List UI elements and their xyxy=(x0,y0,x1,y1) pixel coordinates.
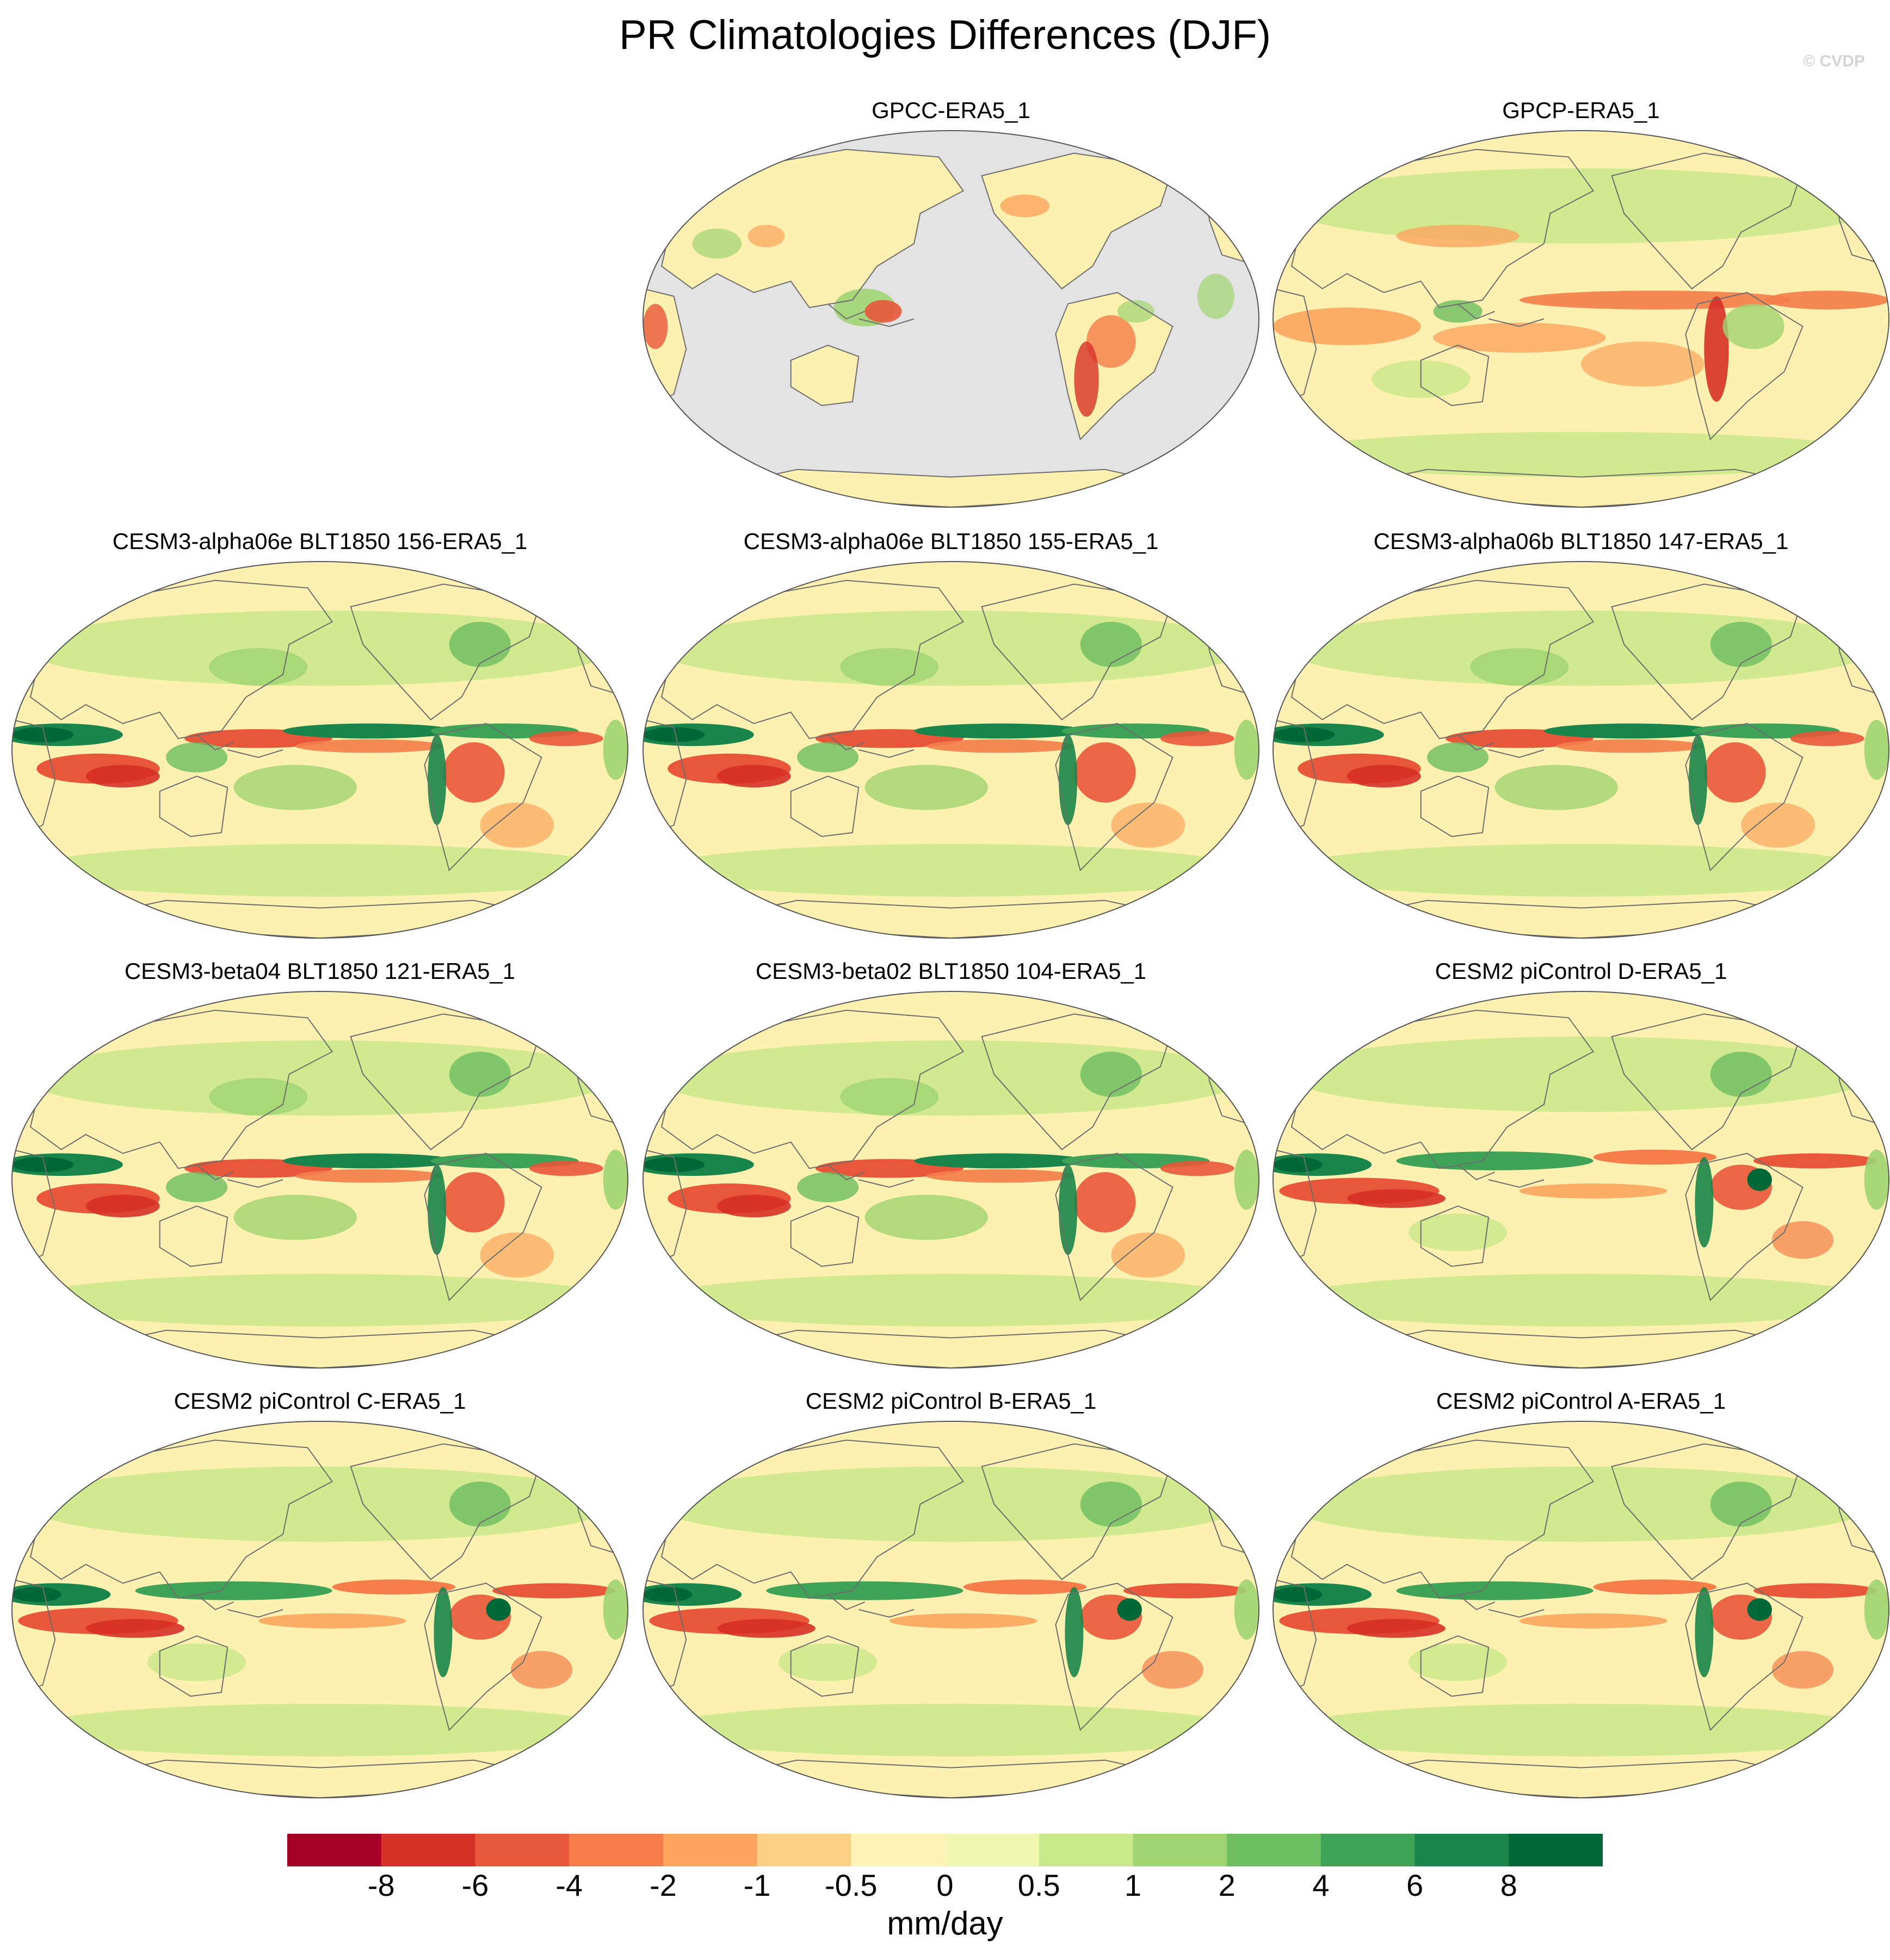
panel-title: CESM2 piControl B-ERA5_1 xyxy=(805,1388,1097,1414)
colorbar-swatch xyxy=(1227,1834,1321,1866)
world-map xyxy=(11,1421,628,1798)
precip-difference-field xyxy=(643,991,1259,1368)
map-border xyxy=(11,561,628,939)
colorbar-swatch xyxy=(663,1834,758,1866)
colorbar-tick-label: -2 xyxy=(649,1868,677,1902)
precip-difference-field xyxy=(12,991,628,1368)
colorbar-tick-label: 8 xyxy=(1500,1868,1517,1902)
map-panel: CESM2 piControl B-ERA5_1 xyxy=(641,1388,1261,1801)
precip-difference-field xyxy=(1273,562,1889,938)
colorbar-tick-label: 0 xyxy=(936,1868,954,1902)
world-map xyxy=(11,561,628,939)
map-border xyxy=(1273,561,1889,939)
precip-difference-field xyxy=(643,1421,1259,1798)
map-panel: CESM3-alpha06b BLT1850 147-ERA5_1 xyxy=(1271,528,1890,941)
precip-difference-field xyxy=(12,1421,628,1798)
colorbar-tick-label: 4 xyxy=(1312,1868,1330,1902)
map-border xyxy=(643,561,1259,939)
world-map xyxy=(643,561,1259,939)
colorbar-swatch xyxy=(1039,1834,1133,1866)
colorbar-swatch xyxy=(569,1834,664,1866)
colorbar-swatch xyxy=(475,1834,570,1866)
colorbar-tick-label: -8 xyxy=(367,1868,395,1902)
colorbar-swatch xyxy=(381,1834,475,1866)
empty-panel-slot xyxy=(10,97,630,510)
map-panel: GPCC-ERA5_1 xyxy=(641,97,1261,510)
panel-title: CESM2 piControl A-ERA5_1 xyxy=(1436,1388,1726,1414)
world-map xyxy=(1273,130,1889,508)
panel-title: CESM3-alpha06b BLT1850 147-ERA5_1 xyxy=(1373,528,1789,554)
precip-difference-field xyxy=(1273,991,1889,1368)
panel-title: CESM3-beta02 BLT1850 104-ERA5_1 xyxy=(755,958,1147,984)
panel-title: GPCC-ERA5_1 xyxy=(872,97,1030,123)
map-border xyxy=(1273,991,1889,1369)
precip-difference-field xyxy=(12,562,628,938)
map-panel: GPCP-ERA5_1 xyxy=(1271,97,1890,510)
precip-difference-field xyxy=(1273,1421,1889,1798)
figure-title: PR Climatologies Differences (DJF) xyxy=(619,12,1271,58)
panel-title: CESM3-beta04 BLT1850 121-ERA5_1 xyxy=(124,958,516,984)
map-panel: CESM3-alpha06e BLT1850 156-ERA5_1 xyxy=(10,528,630,941)
colorbar-tick-label: -0.5 xyxy=(825,1868,878,1902)
colorbar-swatch xyxy=(1415,1834,1509,1866)
colorbar-tick-label: 0.5 xyxy=(1017,1868,1060,1902)
map-border xyxy=(1273,1421,1889,1798)
colorbar-swatch xyxy=(1509,1834,1603,1866)
colorbar-swatch xyxy=(1320,1834,1416,1866)
colorbar-swatch xyxy=(757,1834,851,1866)
map-border xyxy=(643,130,1259,508)
map-border xyxy=(643,991,1259,1369)
colorbar-tick-label: -4 xyxy=(555,1868,583,1902)
cvdp-credit: © CVDP xyxy=(1803,52,1865,70)
colorbar-swatch xyxy=(1133,1834,1227,1866)
colorbar-tick-label: 6 xyxy=(1406,1868,1424,1902)
panel-title: CESM3-alpha06e BLT1850 156-ERA5_1 xyxy=(112,528,528,554)
precip-difference-field xyxy=(643,131,1259,507)
map-panel: CESM2 piControl A-ERA5_1 xyxy=(1271,1388,1890,1801)
colorbar-swatch xyxy=(945,1834,1040,1866)
colorbar-units: mm/day xyxy=(887,1905,1003,1941)
panel-title: GPCP-ERA5_1 xyxy=(1502,97,1660,123)
world-map xyxy=(643,991,1259,1369)
world-map xyxy=(1273,561,1889,939)
colorbar-swatches xyxy=(287,1834,1603,1866)
precip-difference-field xyxy=(643,562,1259,938)
map-panel: CESM2 piControl D-ERA5_1 xyxy=(1271,958,1890,1371)
map-border xyxy=(11,991,628,1369)
panel-title: CESM2 piControl D-ERA5_1 xyxy=(1435,958,1727,984)
colorbar-tick-label: 2 xyxy=(1218,1868,1236,1902)
world-map xyxy=(1273,1421,1889,1798)
colorbar-tick-label: -1 xyxy=(743,1868,771,1902)
precip-difference-field xyxy=(1273,131,1889,507)
map-panel: CESM3-beta02 BLT1850 104-ERA5_1 xyxy=(641,958,1261,1371)
map-panel: CESM3-beta04 BLT1850 121-ERA5_1 xyxy=(10,958,630,1371)
map-panel: CESM3-alpha06e BLT1850 155-ERA5_1 xyxy=(641,528,1261,941)
map-border xyxy=(1273,130,1889,508)
map-border xyxy=(643,1421,1259,1798)
panel-title: CESM3-alpha06e BLT1850 155-ERA5_1 xyxy=(743,528,1159,554)
colorbar-swatch xyxy=(287,1834,382,1866)
map-border xyxy=(11,1421,628,1798)
colorbar xyxy=(287,1834,1603,1866)
panel-title: CESM2 piControl C-ERA5_1 xyxy=(174,1388,466,1414)
colorbar-swatch xyxy=(851,1834,946,1866)
world-map xyxy=(643,130,1259,508)
colorbar-tick-label: 1 xyxy=(1124,1868,1141,1902)
world-map xyxy=(1273,991,1889,1369)
world-map xyxy=(643,1421,1259,1798)
colorbar-tick-label: -6 xyxy=(461,1868,489,1902)
world-map xyxy=(11,991,628,1369)
map-panel: CESM2 piControl C-ERA5_1 xyxy=(10,1388,630,1801)
